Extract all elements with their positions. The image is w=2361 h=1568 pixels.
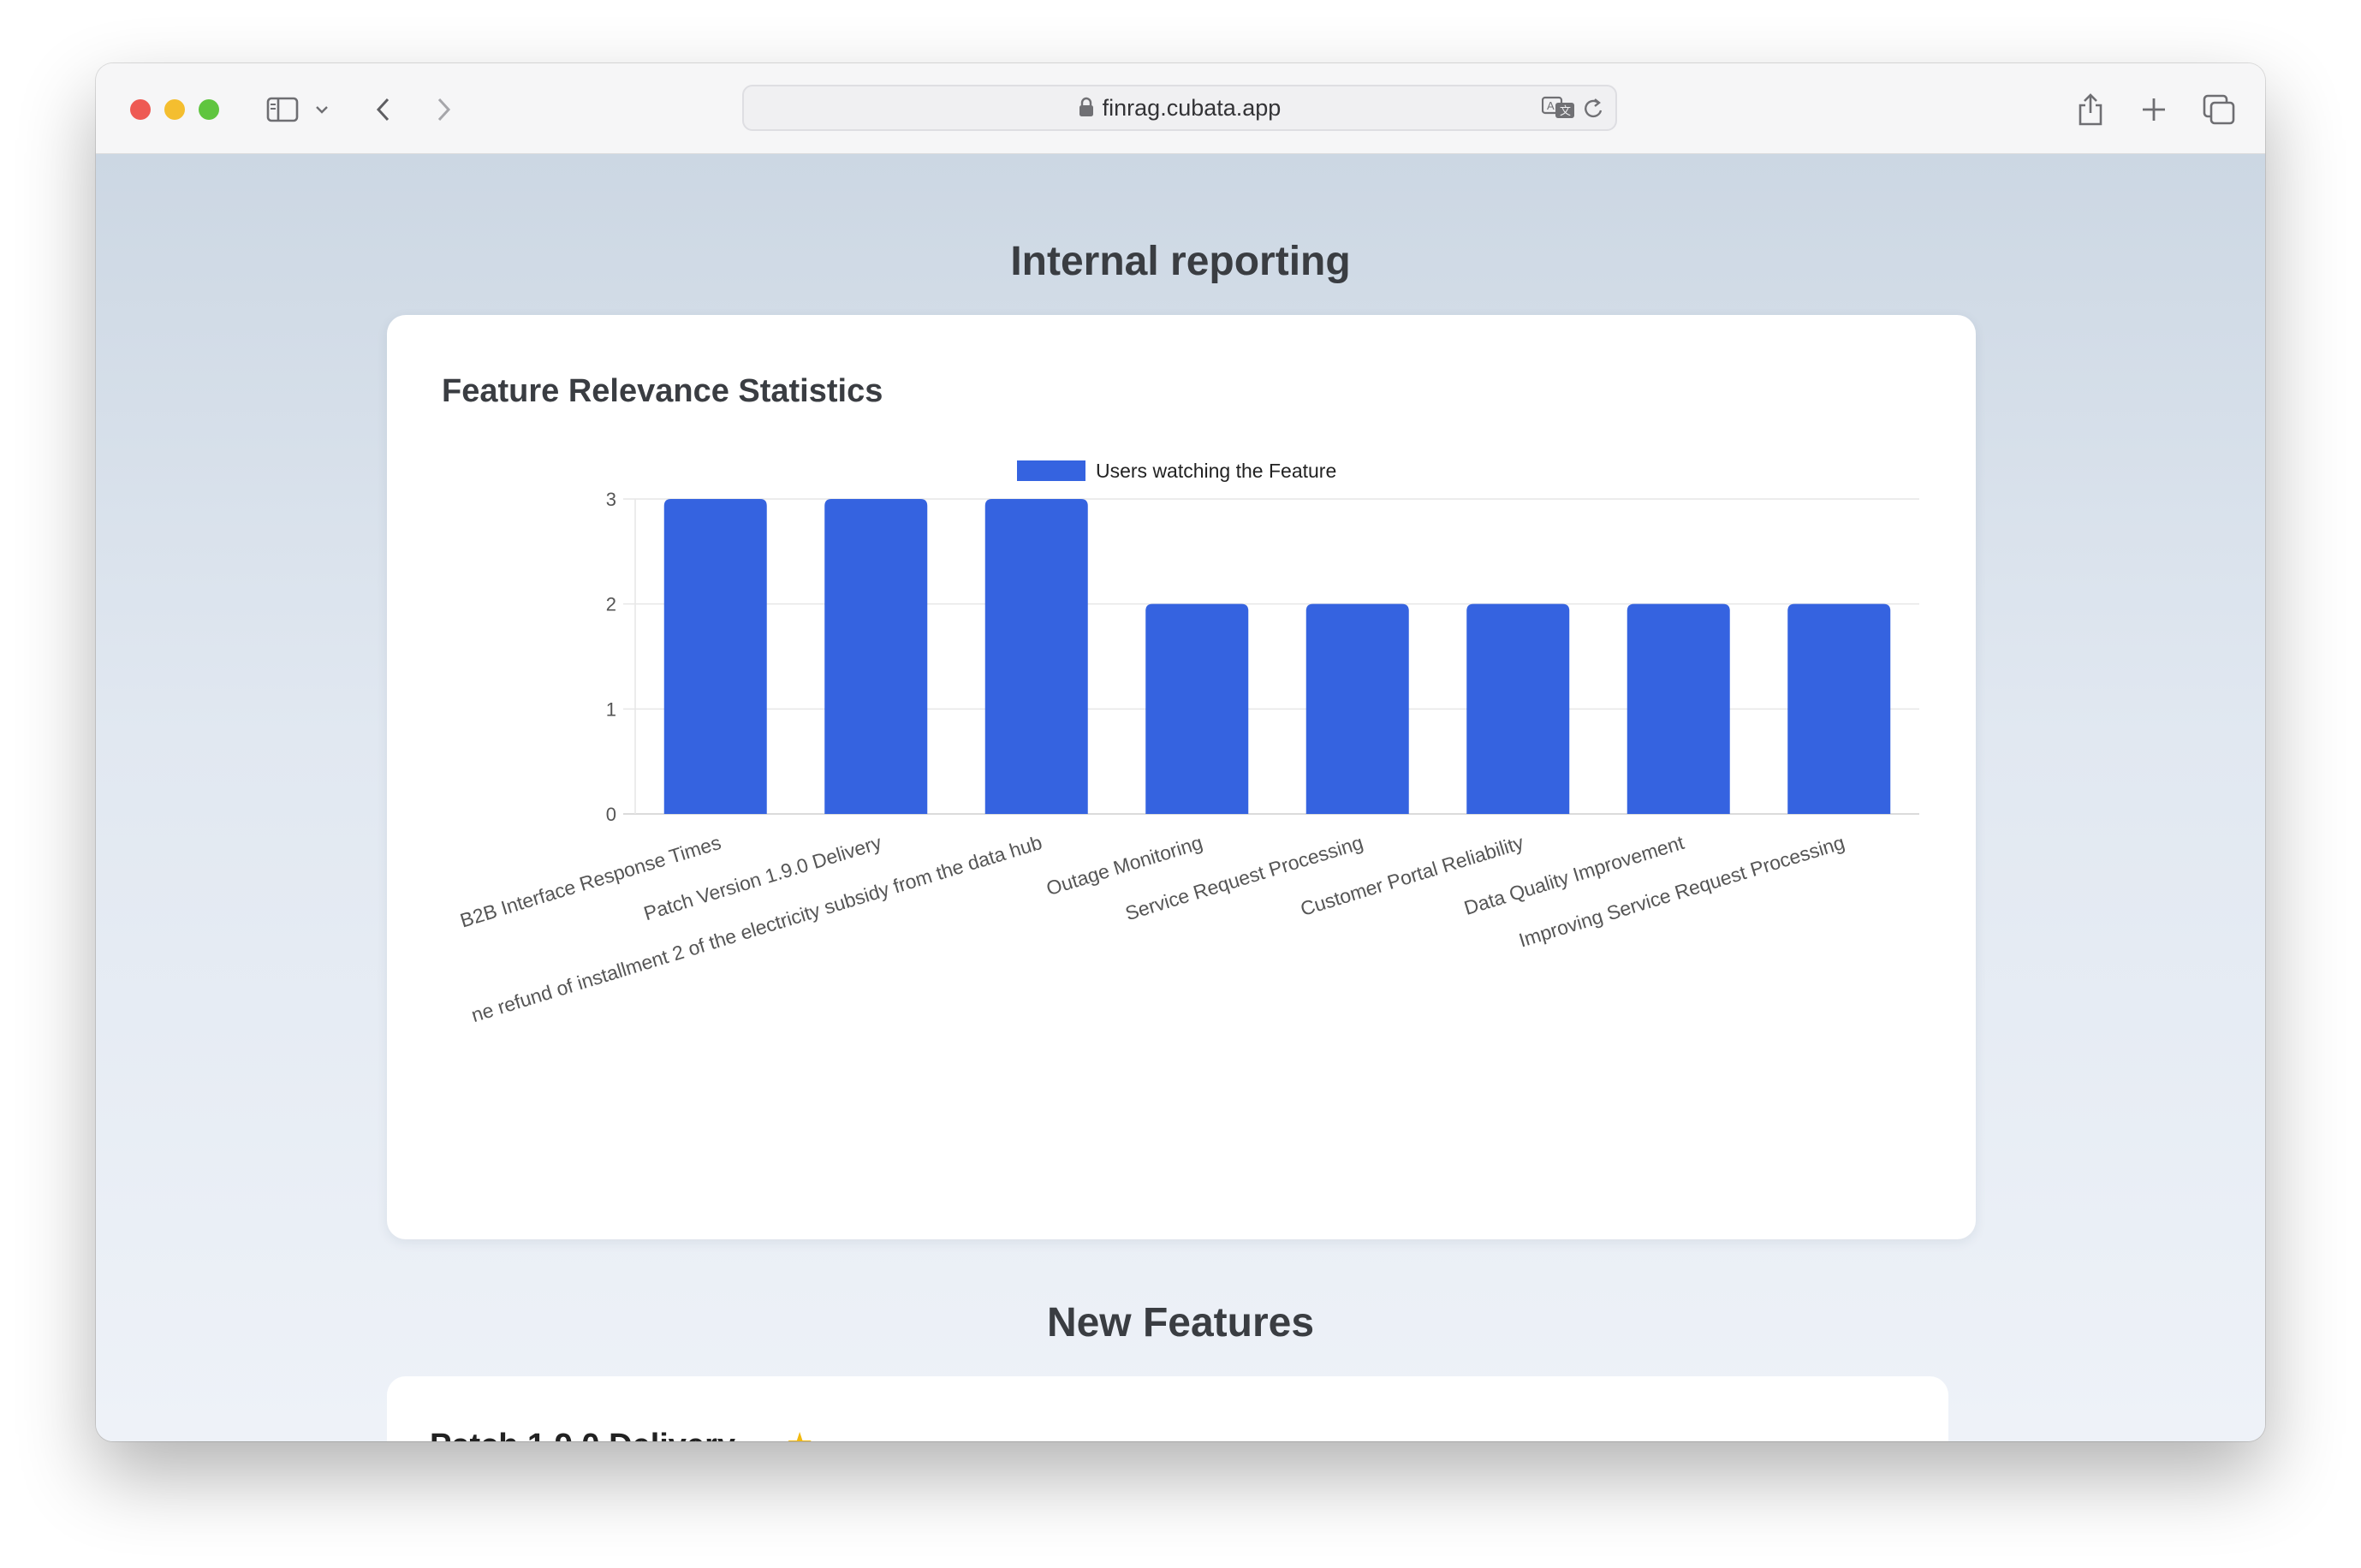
y-tick-label: 2 xyxy=(606,594,616,615)
bar[interactable] xyxy=(1787,603,1891,814)
svg-text:文: 文 xyxy=(1560,105,1571,118)
feature-card: Patch 1.9.0 Delivery ★ xyxy=(387,1376,1948,1441)
y-tick-label: 3 xyxy=(606,489,616,510)
page-content: Internal reporting Feature Relevance Sta… xyxy=(96,154,2265,1441)
star-icon[interactable]: ★ xyxy=(786,1426,813,1441)
minimize-window-button[interactable] xyxy=(164,99,185,120)
bar[interactable] xyxy=(824,499,928,814)
zoom-window-button[interactable] xyxy=(199,99,219,120)
x-tick-label: ne refund of installment 2 of the electr… xyxy=(469,831,1045,1026)
chevron-down-icon[interactable] xyxy=(313,92,330,127)
forward-icon[interactable] xyxy=(431,92,457,127)
sidebar-toggle-icon[interactable] xyxy=(264,92,301,127)
y-tick-label: 1 xyxy=(606,698,616,720)
bar[interactable] xyxy=(984,499,1088,814)
feature-relevance-chart: Users watching the Feature 0 1 2 3 B2B Interf… xyxy=(457,460,1919,1026)
close-window-button[interactable] xyxy=(130,99,151,120)
share-icon[interactable] xyxy=(2073,92,2108,127)
legend-label[interactable]: Users watching the Feature xyxy=(1096,460,1336,482)
feature-card-title: Patch 1.9.0 Delivery xyxy=(430,1428,735,1441)
bar[interactable] xyxy=(1466,603,1570,814)
legend-swatch[interactable] xyxy=(1017,460,1085,481)
chart-card: Feature Relevance Statistics Users watch… xyxy=(387,315,1976,1239)
lock-icon xyxy=(1079,88,1094,131)
new-features-title: New Features xyxy=(1046,1300,1315,1345)
bar[interactable] xyxy=(1627,603,1730,814)
bar[interactable] xyxy=(1305,603,1409,814)
tab-overview-icon[interactable] xyxy=(2200,92,2238,127)
reload-icon[interactable] xyxy=(1583,97,1605,125)
x-tick-label: B2B Interface Response Times xyxy=(457,831,723,932)
bar[interactable] xyxy=(1145,603,1249,814)
y-tick-label: 0 xyxy=(606,804,616,825)
page-title: Internal reporting xyxy=(1010,239,1351,284)
chart-card-title: Feature Relevance Statistics xyxy=(442,373,883,409)
back-icon[interactable] xyxy=(370,92,395,127)
svg-text:A: A xyxy=(1547,99,1555,112)
bar[interactable] xyxy=(663,499,767,814)
new-tab-icon[interactable] xyxy=(2137,92,2171,127)
url-text: finrag.cubata.app xyxy=(1102,95,1282,121)
